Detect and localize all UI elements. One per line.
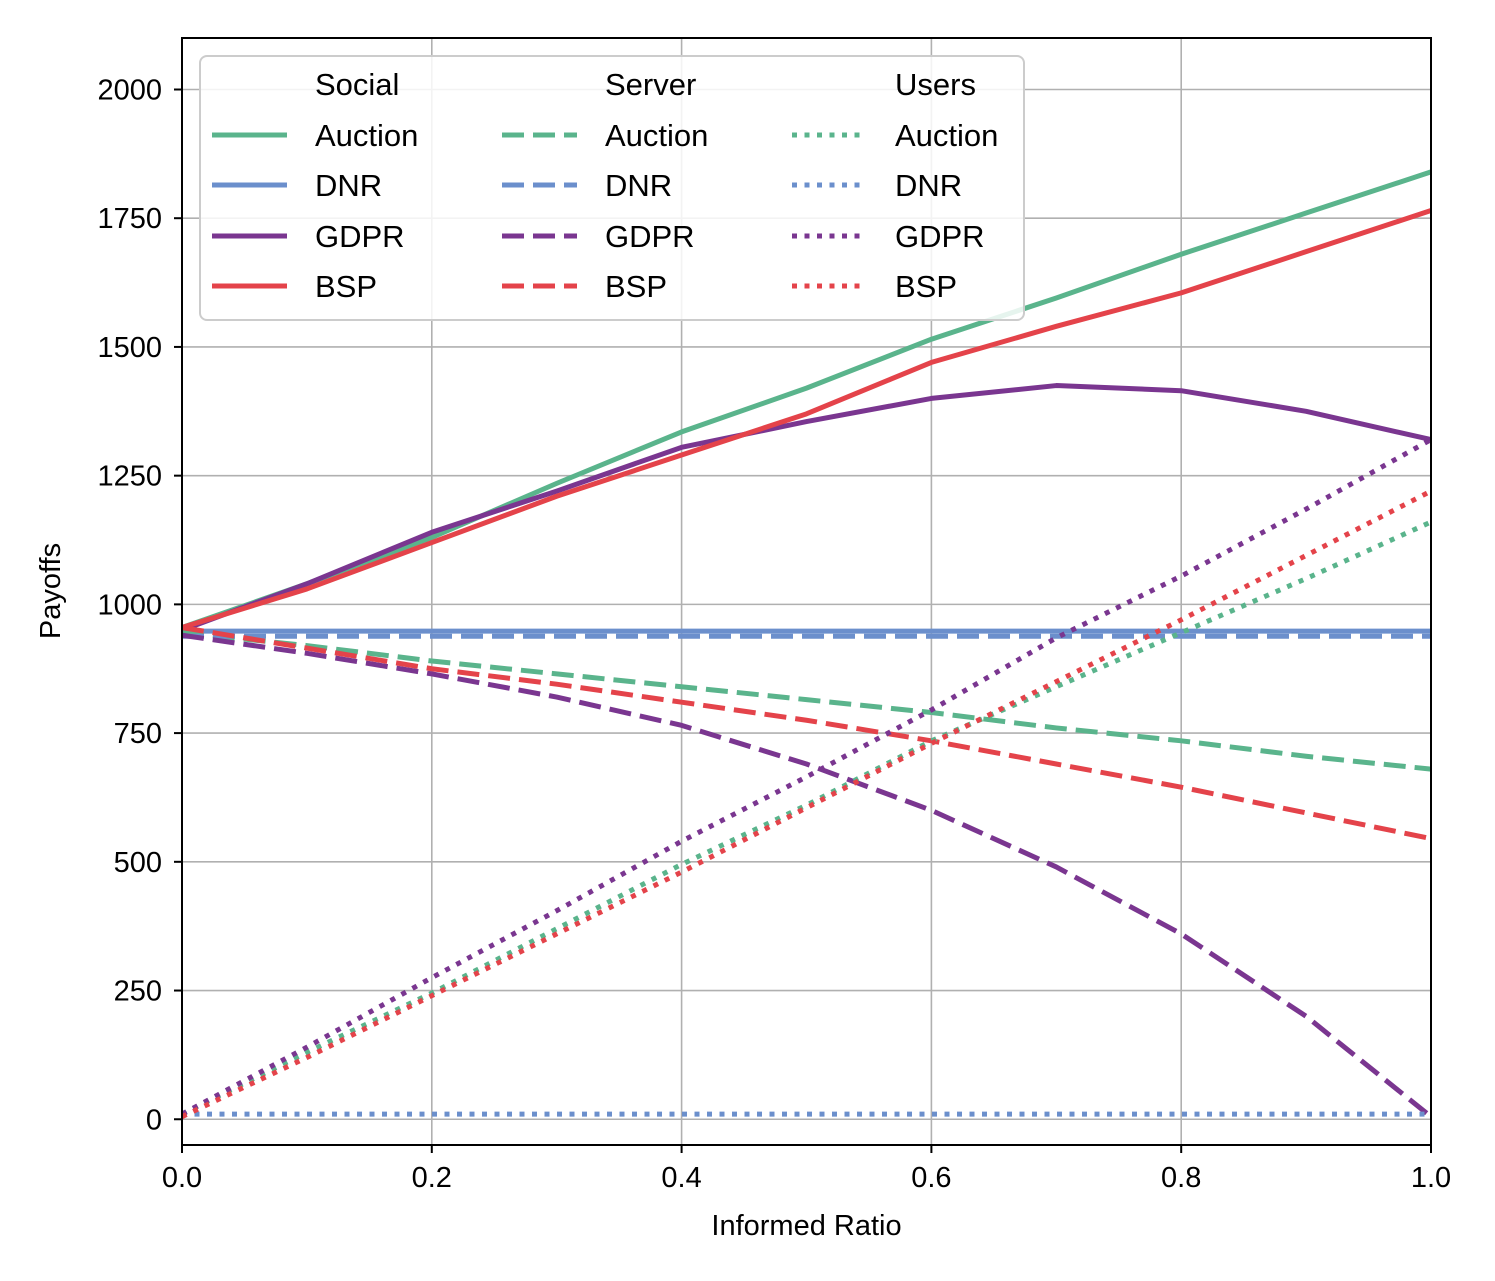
x-tick-label: 0.8: [1161, 1162, 1201, 1194]
y-tick-label: 0: [146, 1104, 162, 1136]
y-tick-label: 1500: [97, 332, 162, 364]
x-tick-label: 0.2: [412, 1162, 452, 1194]
y-tick-label: 1000: [97, 589, 162, 621]
y-tick-label: 500: [114, 847, 162, 879]
series-social-auction-line: [181, 169, 1432, 630]
x-tick-label: 0.6: [911, 1162, 951, 1194]
legend-header-users: Users: [895, 67, 976, 102]
legend-label-users-bsp: BSP: [895, 269, 957, 304]
legend-label-social-dnr: DNR: [315, 168, 382, 203]
y-tick-label: 750: [114, 718, 162, 750]
legend-entries: Social Auction DNR GDPR BSP Server Auction DNR G…: [212, 67, 998, 304]
y-tick-label: 1250: [97, 461, 162, 493]
series-users-gdpr-line: [180, 437, 1433, 1117]
legend: Social Auction DNR GDPR BSP Server Auction DNR G…: [199, 55, 1025, 321]
legend-label-server-gdpr: GDPR: [605, 219, 695, 254]
legend-label-server-dnr: DNR: [605, 168, 672, 203]
x-axis-label: Informed Ratio: [711, 1210, 901, 1242]
x-tick-label: 1.0: [1411, 1162, 1451, 1194]
y-tick-label: 1750: [97, 203, 162, 235]
legend-label-server-bsp: BSP: [605, 269, 667, 304]
legend-box: [199, 55, 1025, 321]
legend-header-social: Social: [315, 67, 399, 102]
legend-label-social-gdpr: GDPR: [315, 219, 405, 254]
series-server-gdpr-line: [181, 632, 1433, 1119]
legend-label-users-gdpr: GDPR: [895, 219, 985, 254]
legend-header-server: Server: [605, 67, 696, 102]
series-lines: [180, 169, 1433, 1119]
series-server-auction-line: [181, 630, 1432, 772]
plot-area-frame: [181, 37, 1432, 1146]
y-tick-label: 250: [114, 976, 162, 1008]
legend-label-users-auction: Auction: [895, 118, 998, 153]
legend-label-users-dnr: DNR: [895, 168, 962, 203]
legend-label-server-auction: Auction: [605, 118, 708, 153]
x-tick-label: 0.0: [162, 1162, 202, 1194]
series-social-gdpr-line: [181, 383, 1432, 633]
legend-label-social-auction: Auction: [315, 118, 418, 153]
series-users-bsp-line: [180, 488, 1433, 1119]
y-axis-label: Payoffs: [35, 543, 67, 639]
series-server-bsp-line: [181, 625, 1432, 842]
y-tick-label: 2000: [97, 74, 162, 106]
series-users-auction-line: [180, 519, 1433, 1117]
legend-label-social-bsp: BSP: [315, 269, 377, 304]
x-tick-label: 0.4: [661, 1162, 701, 1194]
series-social-bsp-line: [181, 208, 1432, 630]
axis-ticks: 0.0 0.2 0.4 0.6 0.8 1.0 0 250 500 750 1000 1250 1500…: [97, 74, 1451, 1194]
